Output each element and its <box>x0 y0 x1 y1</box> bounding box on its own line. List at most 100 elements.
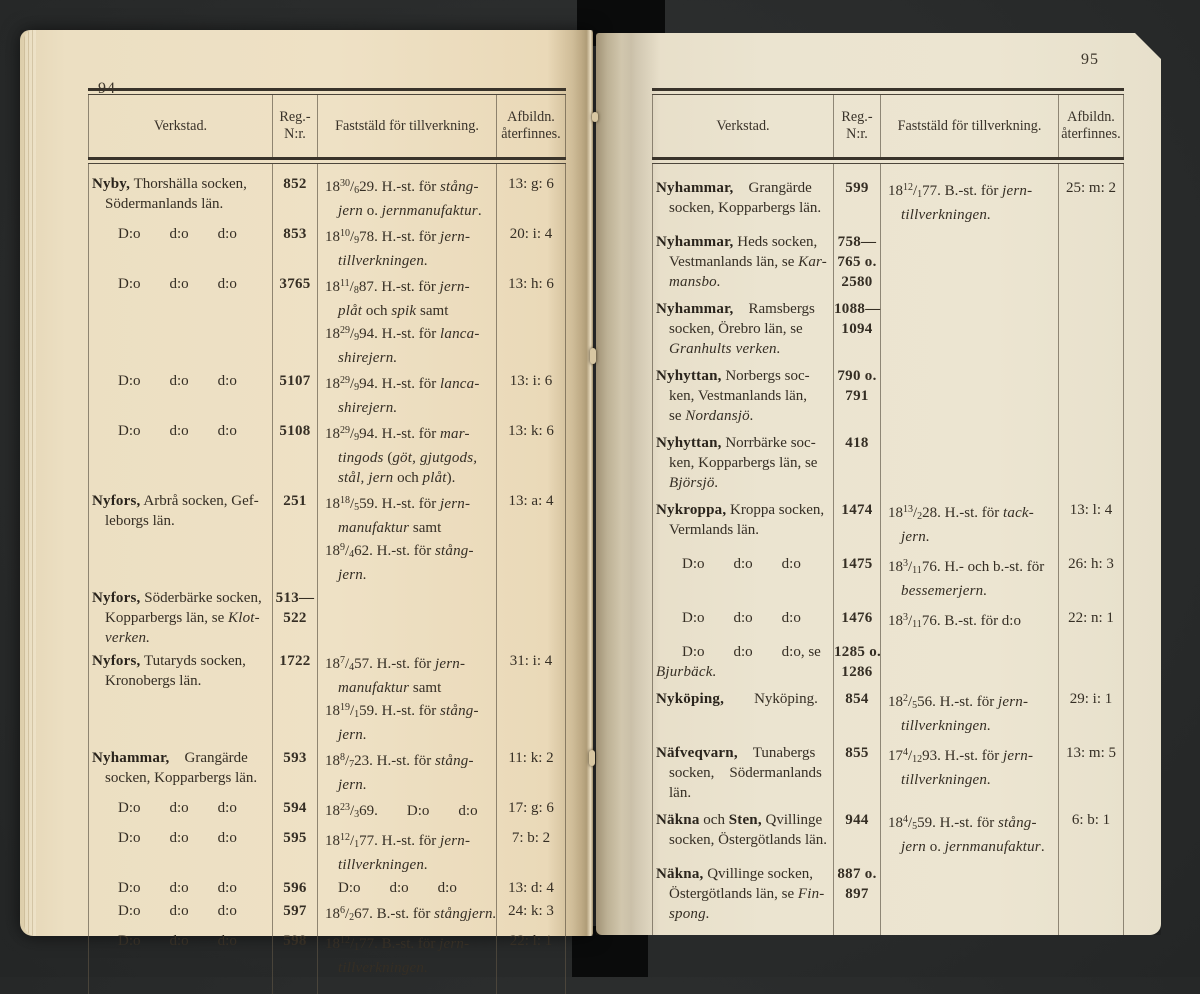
header-cell-reg-nr: Reg.- N:r. <box>833 95 880 157</box>
header-label: Reg.- <box>841 109 873 125</box>
cell-verkstad: D:o d:o d:o <box>88 878 272 901</box>
cell-afbildn <box>1058 433 1124 500</box>
cell-afbildn: 22: l: 1 <box>496 931 566 981</box>
table-header: Verkstad. Reg.- N:r. Faststäld för tillve… <box>652 95 1124 157</box>
cell-afbildn: 13: l: 4 <box>1058 500 1124 554</box>
cell-verkstad: Nyhyttan, Norbergs soc-ken, Vestmanlands… <box>652 366 833 433</box>
cell-verkstad: Nyhammar, Ramsbergs socken, Örebro län, s… <box>652 299 833 366</box>
cell-afbildn: 13: i: 6 <box>496 371 566 421</box>
cell-afbildn: 6: b: 1 <box>1058 810 1124 864</box>
cell-reg-nr: 5107 <box>272 371 317 421</box>
header-label: Reg.- <box>279 109 311 125</box>
cell-verkstad: Nyhammar, Grangärde socken, Kopparbergs l… <box>652 178 833 232</box>
cell-reg-nr: 758— 765 o. 2580 <box>833 232 880 299</box>
header-label: Afbildn. <box>1067 109 1115 125</box>
cell-reg-nr: 3765 <box>272 274 317 371</box>
cell-verkstad: D:o d:o d:o <box>652 608 833 642</box>
cell-verkstad: Näkna, Qvillinge socken, Östergötlands lä… <box>652 864 833 931</box>
cell-tillverkning: 1811/887. H.-st. för jern-plåt och spik … <box>317 274 496 371</box>
cell-reg-nr: 944 <box>833 810 880 864</box>
table-row-pad <box>88 164 272 174</box>
header-label: N:r. <box>284 126 306 142</box>
table-header-rule <box>652 157 1124 164</box>
cell-afbildn: 13: d: 4 <box>496 878 566 901</box>
cell-reg-nr: 1088— 1094 <box>833 299 880 366</box>
cell-reg-nr: 599 <box>833 178 880 232</box>
cell-tillverkning: 1813/228. H.-st. för tack-jern. <box>880 500 1058 554</box>
cell-afbildn <box>1058 864 1124 931</box>
cell-reg-nr: 595 <box>272 828 317 878</box>
header-cell-tillverkning: Faststäld för tillverkning. <box>880 95 1058 157</box>
cell-reg-nr: 854 <box>833 689 880 743</box>
cell-afbildn: 13: a: 4 <box>496 491 566 588</box>
cell-tillverkning: 174/1293. H.-st. för jern-tillverkningen… <box>880 743 1058 810</box>
cell-verkstad: D:o d:o d:o <box>652 554 833 608</box>
page-number-right: 95 <box>1081 51 1099 68</box>
cell-afbildn: 24: k: 3 <box>496 901 566 931</box>
binding-stitch <box>589 750 595 766</box>
cell-afbildn: 25: m: 2 <box>1058 178 1124 232</box>
header-cell-verkstad: Verkstad. <box>88 95 272 157</box>
cell-verkstad: Nyhyttan, Norrbärke soc-ken, Kopparbergs… <box>652 433 833 500</box>
cell-afbildn: 13: k: 6 <box>496 421 566 491</box>
registry-table-right: Verkstad. Reg.- N:r. Faststäld för tillve… <box>652 88 1124 944</box>
cell-afbildn <box>1058 642 1124 689</box>
cell-reg-nr: 251 <box>272 491 317 588</box>
header-label: återfinnes. <box>1061 126 1121 142</box>
table-header: Verkstad. Reg.- N:r. Faststäld för tillve… <box>88 95 566 157</box>
cell-verkstad: Nykroppa, Kroppa socken, Vermlands län. <box>652 500 833 554</box>
cell-reg-nr: 853 <box>272 224 317 274</box>
registry-table-left: Verkstad. Reg.- N:r. Faststäld för tillve… <box>88 88 566 994</box>
cell-tillverkning: 187/457. H.-st. för jern-manufaktur samt… <box>317 651 496 748</box>
header-label: N:r. <box>846 126 868 142</box>
cell-verkstad: Nyköping, Nyköping. <box>652 689 833 743</box>
cell-verkstad: Nyhammar, Heds socken, Vestmanlands län, … <box>652 232 833 299</box>
cell-verkstad: Nyhammar, Grangärde socken, Kopparbergs l… <box>88 748 272 798</box>
cell-reg-nr: 790 o. 791 <box>833 366 880 433</box>
table-row-pad <box>652 164 833 178</box>
table-body: Nyby, Thorshälla socken, Södermanlands lä… <box>88 164 566 994</box>
cell-tillverkning <box>317 588 496 651</box>
table-body: Nyhammar, Grangärde socken, Kopparbergs l… <box>652 164 1124 944</box>
cell-tillverkning: 1823/369. D:o d:o <box>317 798 496 828</box>
header-label: återfinnes. <box>501 126 561 142</box>
cell-reg-nr: 852 <box>272 174 317 224</box>
header-cell-verkstad: Verkstad. <box>652 95 833 157</box>
cell-verkstad: D:o d:o d:o <box>88 798 272 828</box>
page-right: 95 Verkstad. Reg.- N:r. Faststäld för til… <box>596 33 1161 935</box>
header-label: Afbildn. <box>507 109 555 125</box>
cell-afbildn: 26: h: 3 <box>1058 554 1124 608</box>
header-label: Faststäld för tillverkning. <box>897 117 1042 134</box>
cell-verkstad: D:o d:o d:o <box>88 224 272 274</box>
cell-reg-nr: 1476 <box>833 608 880 642</box>
cell-verkstad: Näkna och Sten, Qvillinge socken, Östergö… <box>652 810 833 864</box>
cell-afbildn: 29: i: 1 <box>1058 689 1124 743</box>
cell-afbildn <box>1058 366 1124 433</box>
cell-verkstad: Nyfors, Arbrå socken, Gef-leborgs län. <box>88 491 272 588</box>
header-label: Faststäld för tillverkning. <box>335 117 479 134</box>
cell-tillverkning <box>880 642 1058 689</box>
cell-reg-nr: 1285 o. 1286 <box>833 642 880 689</box>
table-top-rule <box>652 88 1124 95</box>
cell-afbildn: 22: n: 1 <box>1058 608 1124 642</box>
cell-tillverkning: 182/556. H.-st. för jern-tillverkningen. <box>880 689 1058 743</box>
cell-verkstad: D:o d:o d:o <box>88 828 272 878</box>
header-cell-tillverkning: Faststäld för tillverkning. <box>317 95 496 157</box>
cell-verkstad: D:o d:o d:o <box>88 421 272 491</box>
cell-tillverkning: 1829/994. H.-st. för lanca-shirejern. <box>317 371 496 421</box>
cell-reg-nr: 887 o. 897 <box>833 864 880 931</box>
cell-verkstad: D:o d:o d:o, se Bjurbäck. <box>652 642 833 689</box>
cell-tillverkning <box>880 366 1058 433</box>
cell-tillverkning <box>880 299 1058 366</box>
cell-tillverkning: 1818/559. H.-st. för jern-manufaktur sam… <box>317 491 496 588</box>
cell-verkstad: Nyfors, Söderbärke socken, Kopparbergs lä… <box>88 588 272 651</box>
cell-afbildn: 13: g: 6 <box>496 174 566 224</box>
header-cell-reg-nr: Reg.- N:r. <box>272 95 317 157</box>
binding-stitch <box>592 112 598 122</box>
cell-tillverkning <box>880 864 1058 931</box>
cell-tillverkning: 1812/177. H.-st. för jern-tillverkningen… <box>317 828 496 878</box>
cell-verkstad: Nyfors, Tutaryds socken, Kronobergs län. <box>88 651 272 748</box>
cell-verkstad: Nyby, Thorshälla socken, Södermanlands lä… <box>88 174 272 224</box>
cell-reg-nr: 598 <box>272 931 317 981</box>
